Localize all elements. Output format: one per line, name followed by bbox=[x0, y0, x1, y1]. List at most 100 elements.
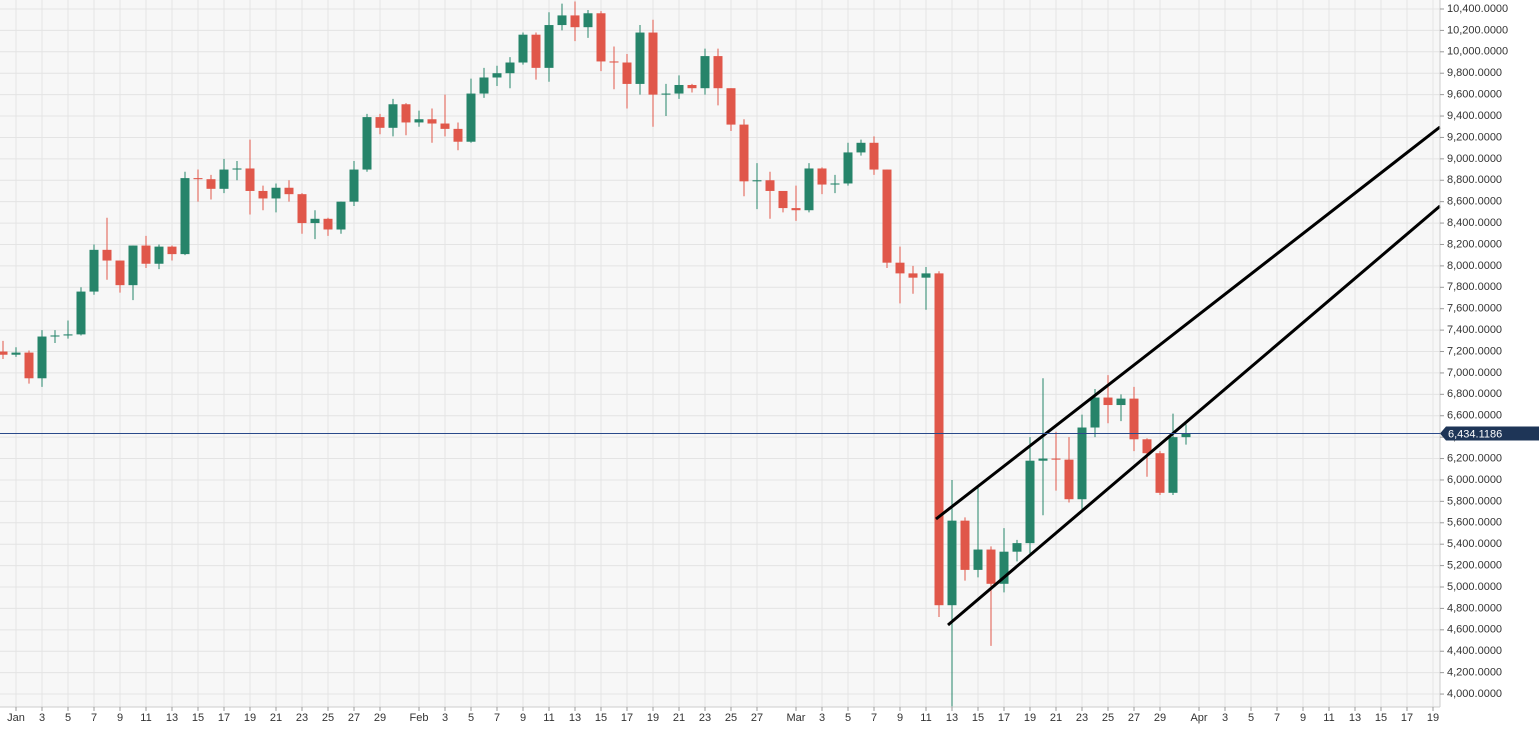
candle-body bbox=[180, 178, 190, 255]
candle-body bbox=[765, 180, 775, 191]
x-tick-label: 21 bbox=[673, 712, 685, 724]
y-tick-label: 4,200.0000 bbox=[1447, 667, 1502, 679]
x-tick-label: 21 bbox=[1050, 712, 1062, 724]
candle-body bbox=[206, 179, 216, 189]
candle-body bbox=[453, 128, 463, 142]
candle-body bbox=[505, 62, 515, 74]
y-tick-label: 10,400.0000 bbox=[1447, 3, 1508, 15]
channel-upper bbox=[935, 125, 1441, 521]
candle-body bbox=[778, 190, 788, 209]
candle-body bbox=[271, 187, 281, 199]
candle-body bbox=[284, 187, 294, 195]
y-tick-label: 9,200.0000 bbox=[1447, 131, 1502, 143]
candle-body bbox=[479, 77, 489, 94]
last-price-label: 6,434.1186 bbox=[1448, 428, 1502, 440]
candle-body bbox=[167, 246, 177, 255]
candle-body bbox=[856, 142, 866, 153]
x-tick-label: 3 bbox=[1222, 712, 1228, 724]
y-tick-label: 9,600.0000 bbox=[1447, 89, 1502, 101]
y-tick-label: 7,200.0000 bbox=[1447, 345, 1502, 357]
candle-body bbox=[947, 520, 957, 606]
candle-body bbox=[375, 117, 385, 128]
candle-body bbox=[973, 549, 983, 570]
candle-body bbox=[50, 335, 60, 337]
x-tick-label: 7 bbox=[91, 712, 97, 724]
y-tick-label: 4,800.0000 bbox=[1447, 602, 1502, 614]
candle-body bbox=[986, 549, 996, 584]
y-tick-label: 6,800.0000 bbox=[1447, 388, 1502, 400]
y-tick-label: 6,200.0000 bbox=[1447, 452, 1502, 464]
y-tick-label: 7,400.0000 bbox=[1447, 324, 1502, 336]
x-tick-label: 19 bbox=[647, 712, 659, 724]
candle-body bbox=[1103, 397, 1113, 406]
candle-body bbox=[518, 34, 528, 63]
channel-lower bbox=[947, 204, 1441, 627]
x-tick-label: 27 bbox=[348, 712, 360, 724]
candle-body bbox=[830, 183, 840, 185]
candle-body bbox=[700, 56, 710, 89]
x-tick-label: 25 bbox=[322, 712, 334, 724]
candle-body bbox=[1168, 437, 1178, 493]
y-tick-label: 6,600.0000 bbox=[1447, 410, 1502, 422]
x-tick-label: 11 bbox=[543, 712, 554, 724]
y-tick-label: 7,600.0000 bbox=[1447, 303, 1502, 315]
candle-body bbox=[1155, 453, 1165, 493]
candle-body bbox=[37, 336, 47, 379]
y-tick-label: 5,200.0000 bbox=[1447, 560, 1502, 572]
candle-body bbox=[232, 168, 242, 170]
y-tick-label: 7,800.0000 bbox=[1447, 281, 1502, 293]
candle-body bbox=[440, 123, 450, 129]
candle-body bbox=[583, 13, 593, 28]
plot-area bbox=[0, 0, 1440, 707]
candle-body bbox=[310, 218, 320, 224]
candle-body bbox=[648, 32, 658, 95]
candle-body bbox=[63, 334, 73, 336]
candle-body bbox=[921, 273, 931, 278]
x-tick-label: 13 bbox=[166, 712, 178, 724]
candle-body bbox=[258, 190, 268, 199]
y-tick-label: 10,200.0000 bbox=[1447, 24, 1508, 36]
x-tick-label: 9 bbox=[117, 712, 123, 724]
candle-body bbox=[414, 119, 424, 123]
candle-body bbox=[817, 168, 827, 185]
candle-body bbox=[245, 168, 255, 191]
y-tick-label: 7,000.0000 bbox=[1447, 367, 1502, 379]
x-tick-label: Apr bbox=[1190, 712, 1207, 724]
y-tick-label: 4,600.0000 bbox=[1447, 624, 1502, 636]
candle-body bbox=[882, 169, 892, 263]
candle-body bbox=[89, 249, 99, 292]
candle-body bbox=[115, 260, 125, 286]
candle-body bbox=[674, 84, 684, 94]
x-tick-label: 7 bbox=[871, 712, 877, 724]
x-tick-label: 5 bbox=[468, 712, 474, 724]
candle-body bbox=[557, 15, 567, 26]
x-tick-label: 11 bbox=[1323, 712, 1334, 724]
x-tick-label: 17 bbox=[1401, 712, 1413, 724]
candle-body bbox=[635, 32, 645, 84]
candle-body bbox=[154, 246, 164, 264]
x-tick-label: 19 bbox=[244, 712, 256, 724]
candle-body bbox=[193, 178, 203, 180]
candle-body bbox=[661, 93, 671, 95]
x-tick-label: 19 bbox=[1024, 712, 1036, 724]
candle-body bbox=[609, 61, 619, 63]
y-tick-label: 5,800.0000 bbox=[1447, 495, 1502, 507]
y-tick-label: 4,400.0000 bbox=[1447, 645, 1502, 657]
x-tick-label: 5 bbox=[65, 712, 71, 724]
candle-body bbox=[1038, 458, 1048, 461]
y-tick-label: 9,000.0000 bbox=[1447, 153, 1502, 165]
candle-body bbox=[843, 152, 853, 184]
candle-body bbox=[0, 351, 8, 355]
y-tick-label: 10,000.0000 bbox=[1447, 46, 1508, 58]
x-tick-label: 11 bbox=[140, 712, 151, 724]
x-tick-label: 25 bbox=[725, 712, 737, 724]
x-tick-label: 15 bbox=[1375, 712, 1387, 724]
x-tick-label: 9 bbox=[1300, 712, 1306, 724]
candle-body bbox=[362, 117, 372, 170]
x-tick-label: 17 bbox=[998, 712, 1010, 724]
candle-body bbox=[895, 262, 905, 274]
x-tick-label: 11 bbox=[920, 712, 931, 724]
candle-body bbox=[804, 168, 814, 211]
y-tick-label: 9,400.0000 bbox=[1447, 110, 1502, 122]
